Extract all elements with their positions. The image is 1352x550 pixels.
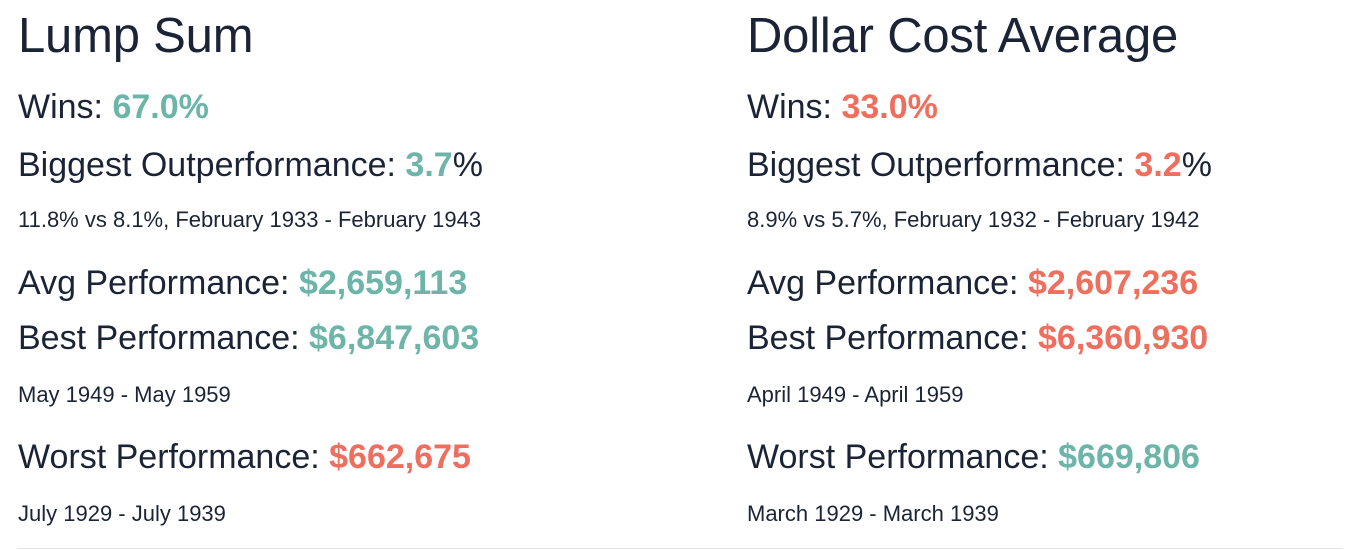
avg-performance-value: $2,607,236 bbox=[1027, 264, 1199, 302]
dca-avg-performance: Avg Performance: $2,607,236 bbox=[747, 263, 1198, 303]
lump-sum-title: Lump Sum bbox=[18, 9, 254, 63]
dca-outperformance-note: 8.9% vs 5.7%, February 1932 - February 1… bbox=[747, 207, 1200, 232]
avg-performance-label: Avg Performance: bbox=[747, 264, 1028, 302]
dca-best-note: April 1949 - April 1959 bbox=[747, 382, 964, 407]
best-performance-label: Best Performance: bbox=[747, 319, 1039, 357]
wins-label: Wins: bbox=[18, 88, 113, 126]
dca-wins: Wins: 33.0% bbox=[747, 87, 938, 127]
avg-performance-label: Avg Performance: bbox=[18, 264, 299, 302]
outperformance-suffix: % bbox=[452, 146, 483, 184]
divider bbox=[18, 548, 1342, 549]
dca-title: Dollar Cost Average bbox=[747, 9, 1179, 63]
outperformance-label: Biggest Outperformance: bbox=[18, 146, 406, 184]
outperformance-label: Biggest Outperformance: bbox=[747, 146, 1135, 184]
best-performance-value: $6,847,603 bbox=[309, 319, 480, 357]
lump-sum-worst-note: July 1929 - July 1939 bbox=[18, 501, 226, 526]
wins-value: 67.0% bbox=[112, 88, 209, 126]
dca-worst-note: March 1929 - March 1939 bbox=[747, 501, 999, 526]
wins-value: 33.0% bbox=[841, 88, 938, 126]
lump-sum-avg-performance: Avg Performance: $2,659,113 bbox=[18, 263, 467, 303]
wins-label: Wins: bbox=[747, 88, 842, 126]
worst-performance-label: Worst Performance: bbox=[747, 438, 1059, 476]
lump-sum-best-note: May 1949 - May 1959 bbox=[18, 382, 231, 407]
lump-sum-outperformance-note: 11.8% vs 8.1%, February 1933 - February … bbox=[18, 207, 482, 232]
worst-performance-value: $662,675 bbox=[329, 438, 471, 476]
worst-performance-label: Worst Performance: bbox=[18, 438, 330, 476]
outperformance-value: 3.7 bbox=[405, 146, 453, 184]
best-performance-value: $6,360,930 bbox=[1038, 319, 1209, 357]
lump-sum-worst-performance: Worst Performance: $662,675 bbox=[18, 437, 471, 477]
lump-sum-best-performance: Best Performance: $6,847,603 bbox=[18, 318, 479, 358]
dca-worst-performance: Worst Performance: $669,806 bbox=[747, 437, 1200, 477]
outperformance-suffix: % bbox=[1181, 146, 1212, 184]
lump-sum-wins: Wins: 67.0% bbox=[18, 87, 209, 127]
avg-performance-value: $2,659,113 bbox=[298, 264, 468, 302]
outperformance-value: 3.2 bbox=[1134, 146, 1182, 184]
best-performance-label: Best Performance: bbox=[18, 319, 310, 357]
worst-performance-value: $669,806 bbox=[1058, 438, 1200, 476]
dca-best-performance: Best Performance: $6,360,930 bbox=[747, 318, 1208, 358]
lump-sum-outperformance: Biggest Outperformance: 3.7% bbox=[18, 145, 483, 185]
dca-outperformance: Biggest Outperformance: 3.2% bbox=[747, 145, 1212, 185]
